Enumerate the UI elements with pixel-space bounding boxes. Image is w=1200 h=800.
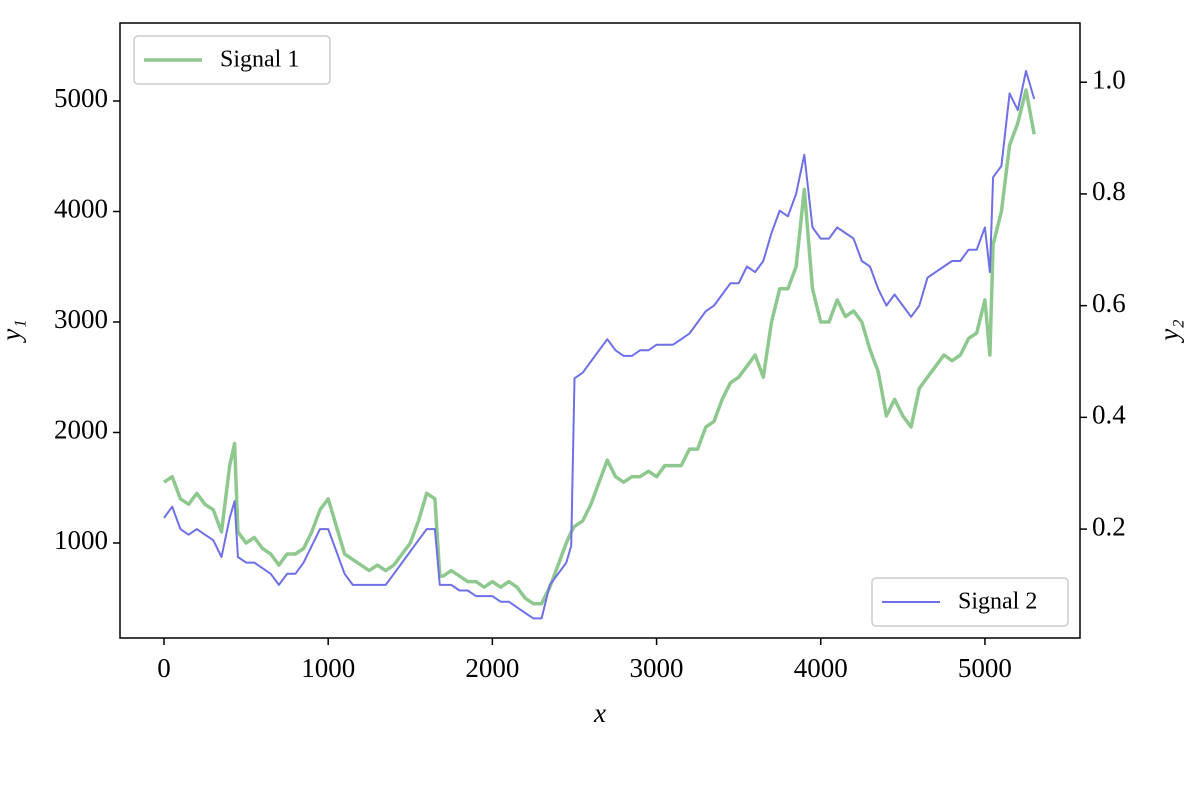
y2-axis-label: y₂ (1154, 319, 1184, 343)
legend-label: Signal 2 (958, 589, 1037, 615)
x-axis-label: x (593, 698, 606, 728)
line-series (163, 70, 1036, 620)
x-tick-label: 1000 (301, 653, 355, 683)
y-tick-label: 3000 (54, 304, 108, 334)
y-axis-label: y₁ (0, 319, 26, 343)
x-tick-label: 5000 (958, 653, 1012, 683)
legend-box (133, 35, 331, 85)
plot-frame (119, 22, 1081, 639)
y2-tick-label: 1.0 (1092, 64, 1126, 94)
x-tick-label: 3000 (630, 653, 684, 683)
x-tick-label: 4000 (794, 653, 848, 683)
x-tick-label: 0 (157, 653, 171, 683)
line-series (163, 88, 1036, 606)
y2-tick-label: 0.6 (1092, 288, 1126, 318)
y-tick-label: 5000 (54, 83, 108, 113)
y-tick-label: 1000 (54, 525, 108, 555)
x-tick-label: 2000 (465, 653, 519, 683)
y2-tick-label: 0.2 (1092, 511, 1126, 541)
y-tick-label: 4000 (54, 194, 108, 224)
y-tick-label: 2000 (54, 415, 108, 445)
y2-tick-label: 0.4 (1092, 400, 1126, 430)
legend-box (871, 577, 1069, 627)
y2-tick-label: 0.8 (1092, 176, 1126, 206)
legend-label: Signal 1 (220, 47, 299, 73)
